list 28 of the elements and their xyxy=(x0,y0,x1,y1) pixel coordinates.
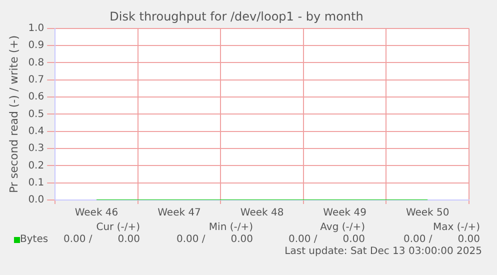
text: 0.00 / 0.00 xyxy=(288,234,365,245)
y-tick-label: 0.1 xyxy=(28,177,44,188)
y-tick-label: 0.7 xyxy=(28,74,44,86)
text: Max (-/+) xyxy=(432,222,480,233)
y-tick-label: 0.0 xyxy=(28,194,44,206)
y-tick-label: 0.9 xyxy=(28,40,44,52)
x-tick-label: Week 49 xyxy=(323,208,366,219)
y-axis-title: Pr second read (-) / write (+) xyxy=(7,35,20,194)
y-tick-label: 0.5 xyxy=(28,108,44,120)
text: Cur (-/+) xyxy=(96,222,140,233)
text: Min (-/+) xyxy=(208,222,253,233)
x-tick-label: Week 50 xyxy=(406,208,450,219)
text: 0.00 / 0.00 xyxy=(176,234,253,245)
x-tick-label: Week 48 xyxy=(240,208,284,219)
text: 0.00 / 0.00 xyxy=(63,234,140,245)
y-tick-label: 0.2 xyxy=(28,160,44,172)
x-tick-label: Week 46 xyxy=(74,208,118,219)
chart-title: Disk throughput for /dev/loop1 - by month xyxy=(110,9,364,24)
text: Last update: Sat Dec 13 03:00:00 2025 xyxy=(284,246,482,257)
text: 0.00 / 0.00 xyxy=(403,234,480,245)
y-tick-label: 1.0 xyxy=(28,22,44,34)
y-tick-label: 0.3 xyxy=(28,143,44,154)
y-tick-label: 0.8 xyxy=(28,57,44,68)
text: Avg (-/+) xyxy=(320,222,365,233)
legend-label: Bytes xyxy=(20,234,48,245)
x-tick-label: Week 47 xyxy=(158,208,201,219)
y-tick-label: 0.6 xyxy=(28,92,44,103)
y-tick-label: 0.4 xyxy=(28,126,44,137)
